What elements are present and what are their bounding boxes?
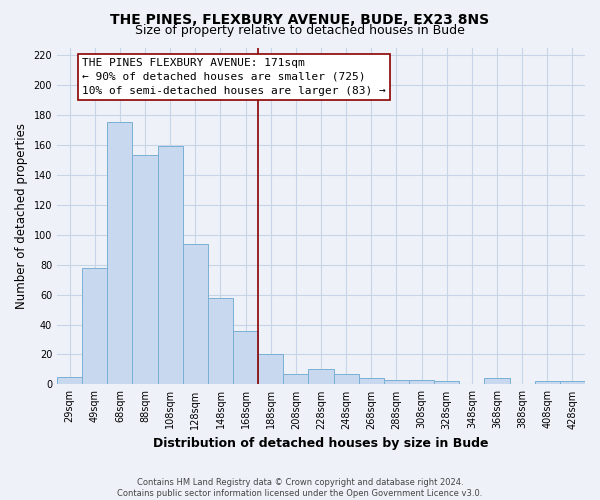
Bar <box>384 380 409 384</box>
Bar <box>359 378 384 384</box>
Text: THE PINES FLEXBURY AVENUE: 171sqm
← 90% of detached houses are smaller (725)
10%: THE PINES FLEXBURY AVENUE: 171sqm ← 90% … <box>82 58 386 96</box>
Bar <box>133 156 158 384</box>
Bar <box>283 374 308 384</box>
Bar <box>82 268 107 384</box>
Y-axis label: Number of detached properties: Number of detached properties <box>15 123 28 309</box>
Bar <box>484 378 509 384</box>
Bar <box>409 380 434 384</box>
Bar <box>308 370 334 384</box>
Text: Size of property relative to detached houses in Bude: Size of property relative to detached ho… <box>135 24 465 37</box>
Bar <box>208 298 233 384</box>
Bar <box>107 122 133 384</box>
Bar <box>535 382 560 384</box>
Bar <box>233 330 258 384</box>
Text: THE PINES, FLEXBURY AVENUE, BUDE, EX23 8NS: THE PINES, FLEXBURY AVENUE, BUDE, EX23 8… <box>110 12 490 26</box>
Bar <box>334 374 359 384</box>
Bar <box>158 146 183 384</box>
Bar <box>57 377 82 384</box>
Bar <box>560 382 585 384</box>
Bar <box>258 354 283 384</box>
Bar <box>434 382 459 384</box>
Text: Contains HM Land Registry data © Crown copyright and database right 2024.
Contai: Contains HM Land Registry data © Crown c… <box>118 478 482 498</box>
X-axis label: Distribution of detached houses by size in Bude: Distribution of detached houses by size … <box>153 437 489 450</box>
Bar <box>183 244 208 384</box>
